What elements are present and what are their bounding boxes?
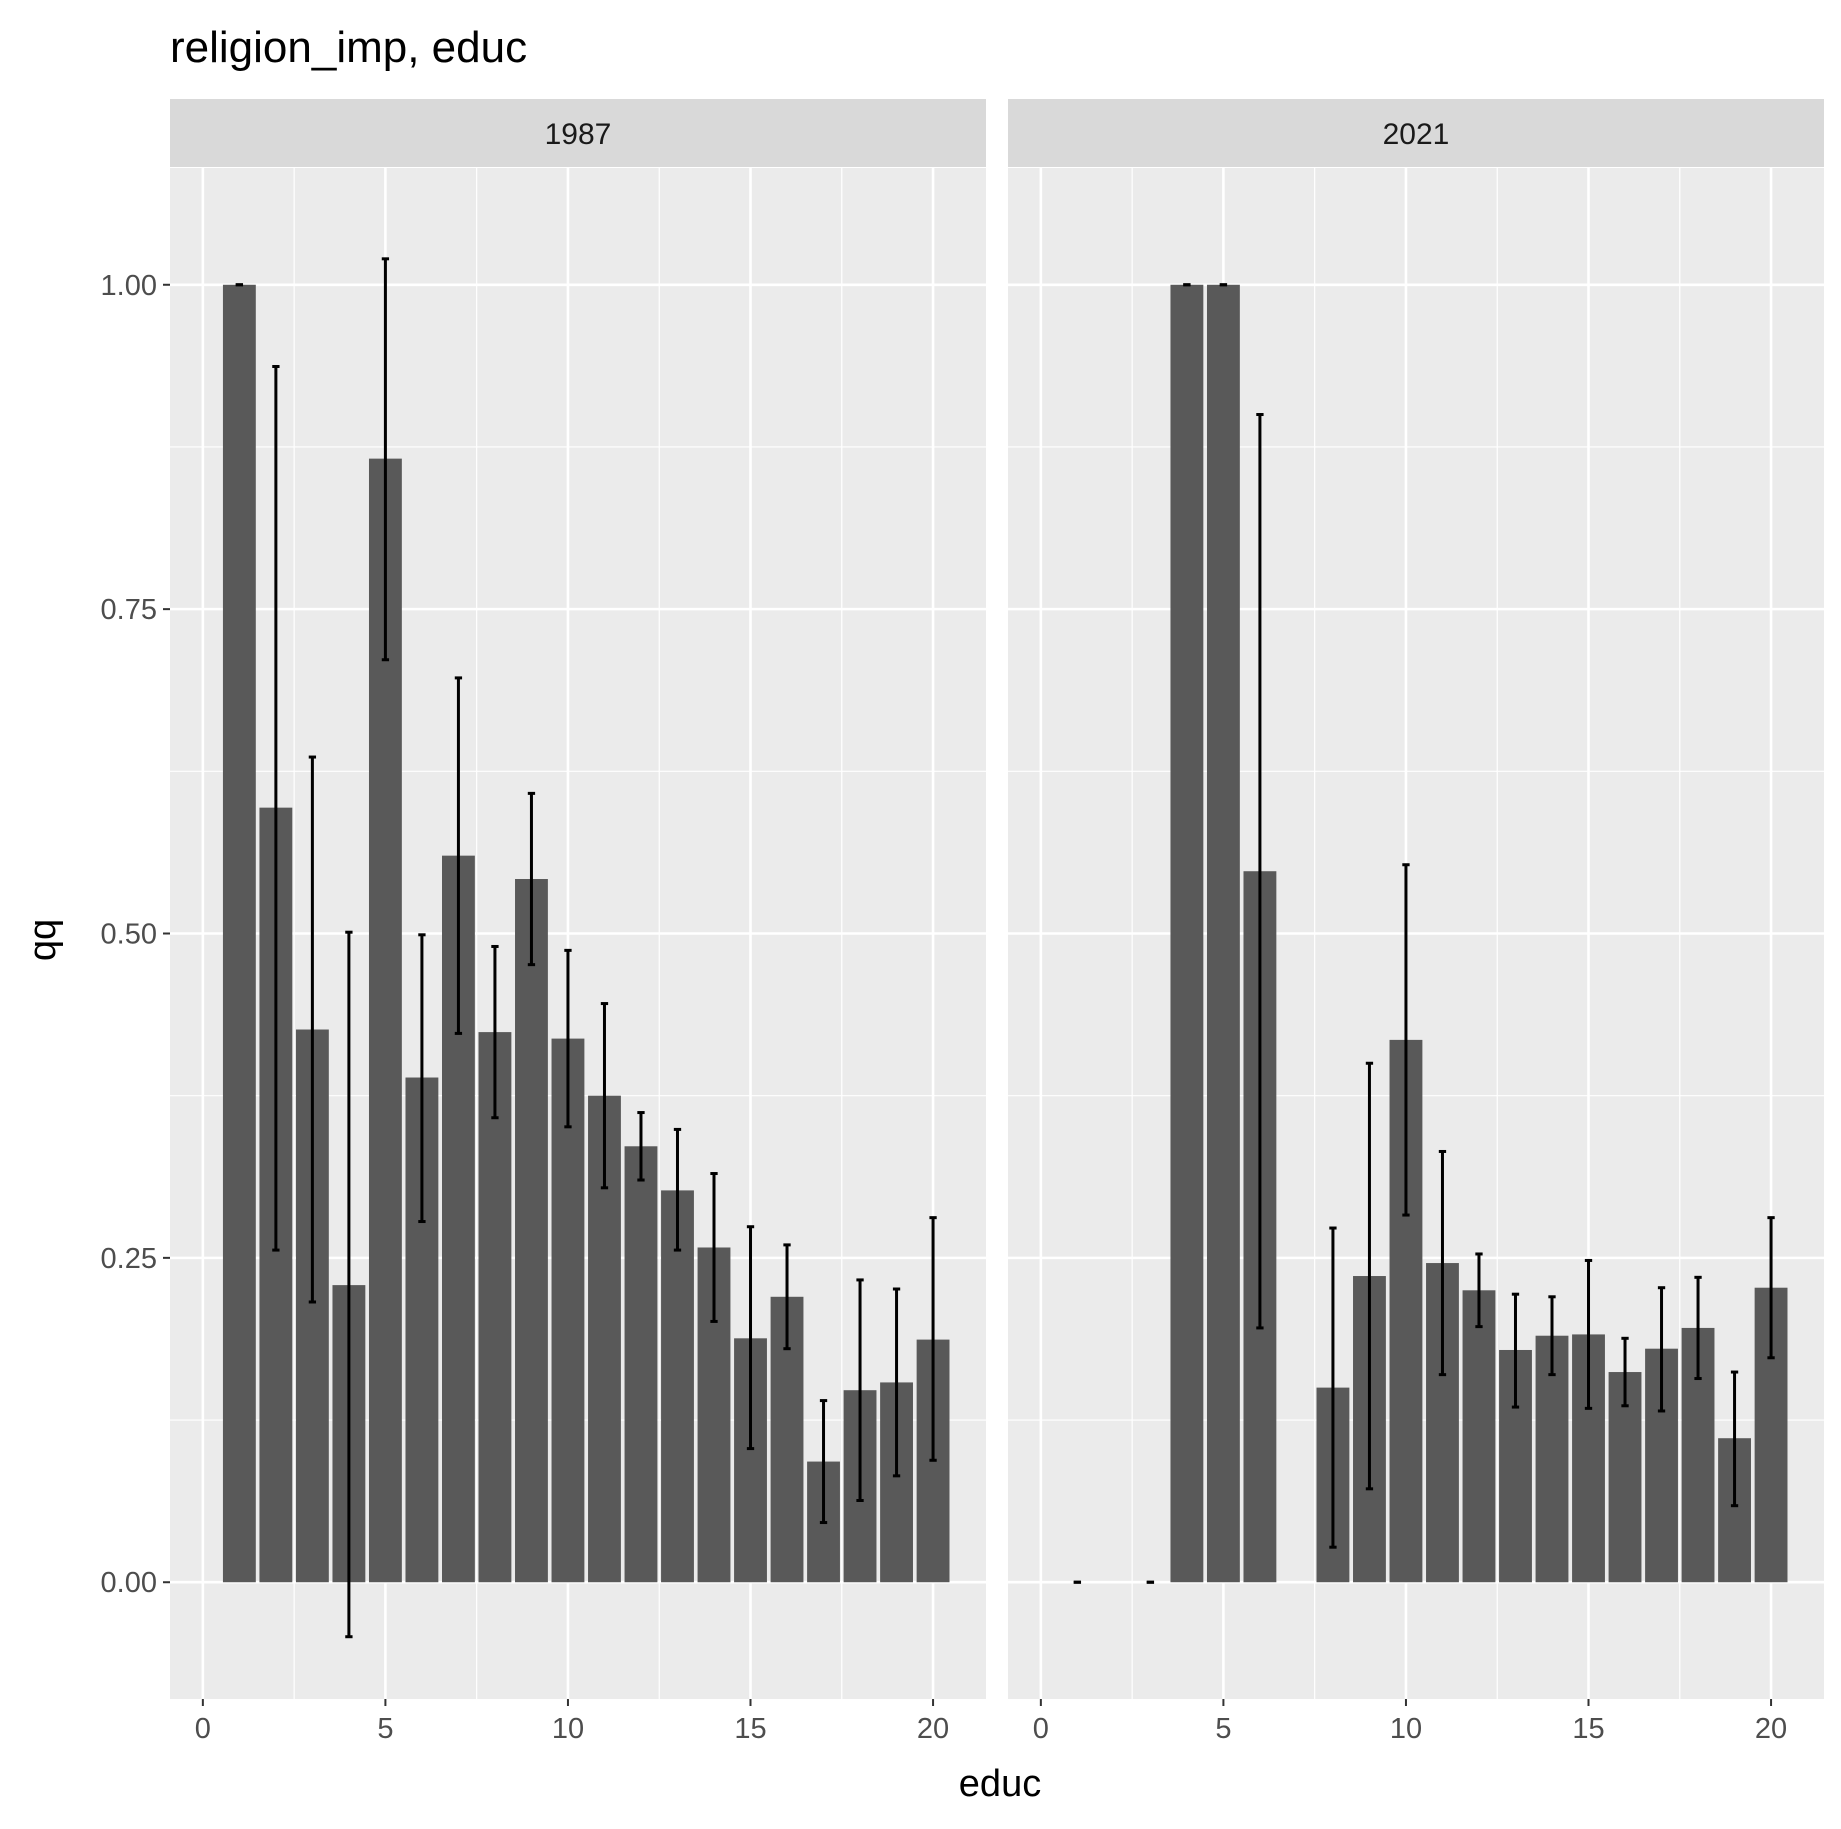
facet-strip xyxy=(1008,99,1824,167)
error-bar xyxy=(1767,1216,1775,1360)
error-bar xyxy=(1730,1370,1739,1508)
x-tick-label: 20 xyxy=(1755,1713,1787,1745)
x-tick-label: 15 xyxy=(1572,1713,1604,1745)
error-bar xyxy=(1511,1292,1520,1409)
y-tick-label: 0.25 xyxy=(101,1243,157,1275)
x-tick-label: 0 xyxy=(195,1713,211,1745)
error-bar xyxy=(1584,1258,1593,1410)
bar xyxy=(1462,1290,1496,1583)
error-bar xyxy=(1365,1061,1374,1491)
error-bar xyxy=(418,933,426,1224)
bar xyxy=(661,1190,694,1583)
error-bar xyxy=(929,1216,937,1462)
panels: 1987 0 5 10 15 20 0.00 0.25 0.50 0.75 1.00 2021 0 5 10… xyxy=(101,99,1824,1745)
y-tick-label: 0.75 xyxy=(101,594,157,626)
y-axis-title: qq xyxy=(22,919,64,961)
error-bar xyxy=(1657,1286,1666,1413)
error-bar xyxy=(308,755,317,1304)
error-bar xyxy=(892,1287,901,1478)
error-bar xyxy=(1621,1336,1629,1408)
y-tick-label: 0.50 xyxy=(101,919,157,951)
x-tick-label: 0 xyxy=(1033,1713,1049,1745)
error-bar xyxy=(637,1111,645,1182)
error-bar xyxy=(1438,1149,1447,1377)
x-tick-label: 10 xyxy=(1390,1713,1422,1745)
x-tick-label: 20 xyxy=(917,1713,949,1745)
error-bar xyxy=(783,1243,791,1351)
error-bar xyxy=(819,1399,828,1525)
error-bar xyxy=(491,944,499,1120)
error-bar xyxy=(345,930,353,1639)
bar xyxy=(551,1038,585,1583)
error-bar xyxy=(1402,863,1410,1217)
facet-strip-label: 2021 xyxy=(1383,118,1450,151)
x-axis-title: educ xyxy=(959,1763,1041,1805)
error-bar xyxy=(710,1172,718,1323)
x-tick-label: 10 xyxy=(552,1713,584,1745)
bar xyxy=(624,1146,658,1583)
facet-strip-label: 1987 xyxy=(545,118,612,151)
panel-2021: 2021 0 5 10 15 20 xyxy=(1008,99,1824,1745)
error-bar xyxy=(1548,1295,1556,1377)
panel-1987: 1987 0 5 10 15 20 0.00 0.25 0.50 0.75 1.00 xyxy=(101,99,986,1745)
chart-title: religion_imp, educ xyxy=(170,23,527,72)
facet-strip xyxy=(170,99,986,167)
bar xyxy=(1206,284,1240,1583)
bar xyxy=(1170,284,1204,1583)
y-tick-label: 1.00 xyxy=(101,270,157,302)
error-bar xyxy=(856,1278,864,1502)
bar xyxy=(478,1032,512,1583)
error-bar xyxy=(1329,1226,1337,1549)
y-tick-label: 0.00 xyxy=(101,1567,157,1599)
error-bar xyxy=(527,791,536,967)
bar xyxy=(515,879,548,1583)
bar xyxy=(1535,1335,1569,1583)
error-bar xyxy=(454,676,463,1035)
x-tick-label: 5 xyxy=(1215,1713,1231,1745)
error-bar xyxy=(564,948,572,1129)
error-bar xyxy=(600,1002,609,1190)
error-bar xyxy=(746,1225,755,1451)
bar xyxy=(222,284,256,1583)
error-bar xyxy=(272,365,280,1252)
error-bar xyxy=(1475,1252,1483,1329)
error-bar xyxy=(1694,1275,1702,1381)
error-bar xyxy=(673,1127,682,1252)
x-tick-label: 15 xyxy=(734,1713,766,1745)
error-bar xyxy=(381,257,390,662)
error-bar xyxy=(1256,413,1264,1330)
x-tick-label: 5 xyxy=(377,1713,393,1745)
